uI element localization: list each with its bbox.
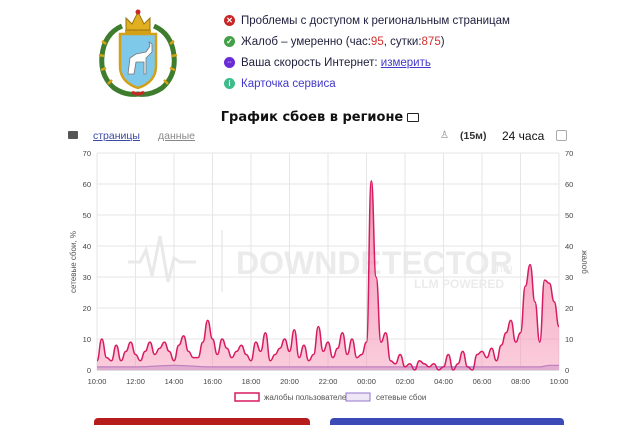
speed-status: ◦◦ Ваша скорость Интернет: измерить <box>224 52 624 73</box>
x-tick-label: 20:00 <box>280 377 299 386</box>
legend-label-outages[interactable]: сетевые сбои <box>376 393 426 402</box>
y-tick-label-left: 60 <box>83 180 91 189</box>
tab-pages[interactable]: страницы <box>93 130 140 142</box>
secondary-action-button[interactable] <box>330 418 564 425</box>
report-problem-button[interactable] <box>94 418 310 425</box>
complaints-line <box>96 180 560 371</box>
watermark-suffix: .info <box>490 261 513 275</box>
complaints-day-count: 875 <box>421 35 441 48</box>
x-tick-label: 04:00 <box>434 377 453 386</box>
person-icon[interactable]: ♙ <box>440 130 449 141</box>
y-axis-label-left: сетевые сбои, % <box>69 231 78 293</box>
service-card-link[interactable]: Карточка сервиса <box>241 77 336 90</box>
x-tick-label: 02:00 <box>396 377 415 386</box>
y-tick-label-left: 10 <box>83 335 91 344</box>
y-tick-label-left: 70 <box>83 149 91 158</box>
y-tick-label-left: 0 <box>87 366 91 375</box>
y-tick-label-right: 60 <box>565 180 573 189</box>
calendar-icon[interactable] <box>556 130 567 141</box>
chart-legend: жалобы пользователей сетевые сбои <box>234 392 426 402</box>
chart-toolbar: страницы данные ♙ (15м) 24 часа <box>68 129 580 145</box>
region-status-list: ✕ Проблемы с доступом к региональным стр… <box>224 10 624 94</box>
complaints-area <box>97 180 559 370</box>
watermark: DOWNDETECTOR .info LLM POWERED <box>128 230 513 292</box>
problems-text: Проблемы с доступом к региональным стран… <box>241 14 510 27</box>
complaints-suffix: ) <box>440 35 445 48</box>
measure-speed-link[interactable]: измерить <box>380 56 431 69</box>
y-tick-label-left: 40 <box>83 242 91 251</box>
x-tick-label: 10:00 <box>88 377 107 386</box>
speed-label: Ваша скорость Интернет: <box>241 56 378 69</box>
speedometer-icon: ◦◦ <box>224 57 235 68</box>
legend-label-complaints[interactable]: жалобы пользователей <box>264 393 351 402</box>
monitor-icon <box>407 113 420 122</box>
y-tick-label-right: 0 <box>565 366 569 375</box>
legend-swatch-outages <box>345 392 371 402</box>
y-tick-label-left: 30 <box>83 273 91 282</box>
y-tick-label-right: 40 <box>565 242 573 251</box>
range-selector[interactable]: 24 часа <box>502 129 545 143</box>
problems-status: ✕ Проблемы с доступом к региональным стр… <box>224 10 624 31</box>
legend-swatch-complaints <box>234 392 260 402</box>
chart-title: График сбоев в регионе <box>220 110 404 125</box>
complaints-hour-count: 95 <box>370 35 384 48</box>
check-icon: ✓ <box>224 36 235 47</box>
complaints-prefix: Жалоб – умеренно (час: <box>241 35 371 48</box>
x-tick-label: 12:00 <box>126 377 145 386</box>
y-axis-label-right: жалоб <box>580 250 589 274</box>
x-tick-label: 08:00 <box>511 377 530 386</box>
coat-of-arms-emblem <box>98 9 178 97</box>
x-tick-label: 18:00 <box>242 377 261 386</box>
y-tick-label-right: 50 <box>565 211 573 220</box>
interval-selector[interactable]: (15м) <box>460 130 487 142</box>
camera-icon[interactable] <box>68 131 78 139</box>
service-card-row[interactable]: i Карточка сервиса <box>224 73 624 94</box>
x-tick-label: 16:00 <box>203 377 222 386</box>
x-tick-label: 22:00 <box>319 377 338 386</box>
y-tick-label-left: 50 <box>83 211 91 220</box>
info-icon: i <box>224 78 235 89</box>
error-icon: ✕ <box>224 15 235 26</box>
x-tick-label: 10:00 <box>550 377 569 386</box>
tab-data[interactable]: данные <box>158 130 195 142</box>
watermark-sub: LLM POWERED <box>414 277 504 291</box>
x-tick-label: 00:00 <box>357 377 376 386</box>
y-tick-label-right: 10 <box>565 335 573 344</box>
y-tick-label-right: 20 <box>565 304 573 313</box>
y-tick-label-left: 20 <box>83 304 91 313</box>
complaints-mid: , сутки: <box>383 35 422 48</box>
complaints-status: ✓ Жалоб – умеренно (час: 95, сутки: 875) <box>224 31 624 52</box>
x-tick-label: 06:00 <box>473 377 492 386</box>
chart-heading: График сбоев в регионе <box>0 110 640 125</box>
x-tick-label: 14:00 <box>165 377 184 386</box>
y-tick-label-right: 30 <box>565 273 573 282</box>
y-tick-label-right: 70 <box>565 149 573 158</box>
